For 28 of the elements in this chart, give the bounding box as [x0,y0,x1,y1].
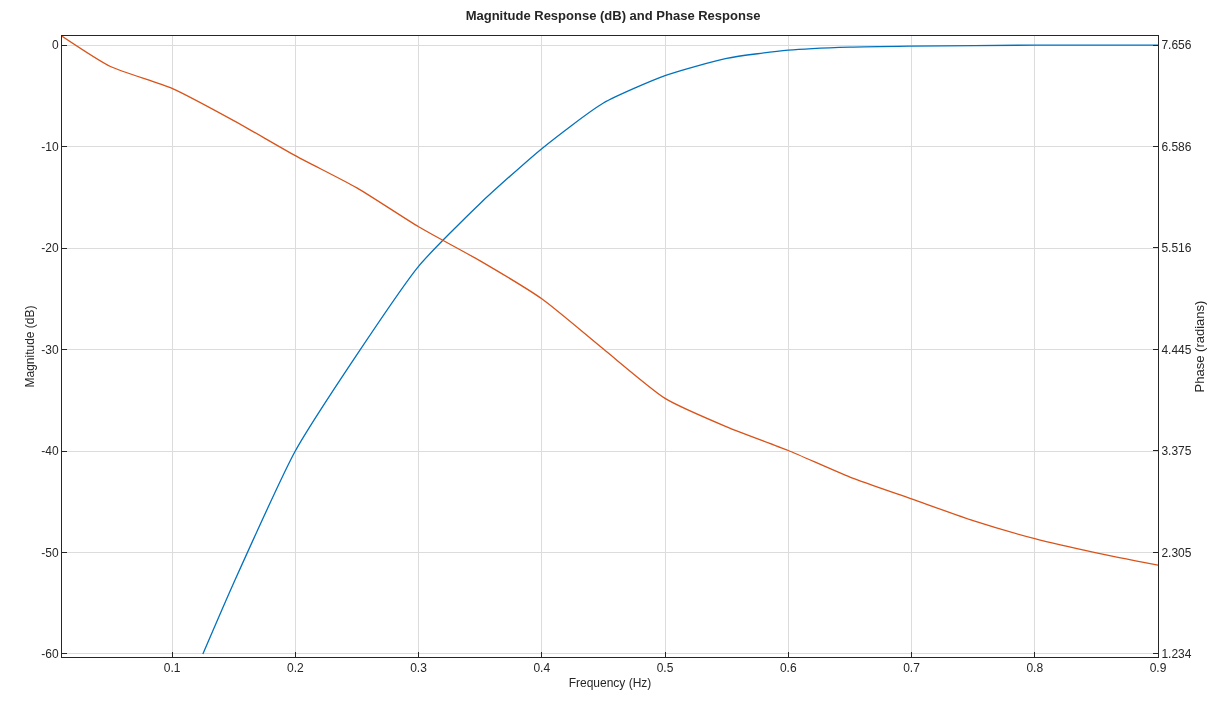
y-tick-label: -30 [41,342,59,357]
y-tick-label: -20 [41,241,59,256]
x-tick-label: 0.1 [163,661,181,676]
x-tick-label: 0.8 [1026,661,1044,676]
y-tick-label: -60 [41,647,59,662]
x-tick-label: 0.4 [533,661,551,676]
y2-tick-label: 4.445 [1161,342,1192,357]
y-tick-label: 0 [51,38,59,53]
x-tick-label: 0.6 [779,661,797,676]
x-tick-label: 0.3 [410,661,428,676]
chart-title: Magnitude Response (dB) and Phase Response [465,7,761,23]
y-tick-label: -10 [41,139,59,154]
x-tick-label: 0.7 [903,661,921,676]
y2-tick-label: 3.375 [1161,444,1192,459]
x-tick-label: 0.2 [286,661,304,676]
line-series [62,36,1158,566]
x-axis-title: Frequency (Hz) [568,676,652,691]
y2-tick-label: 6.586 [1161,139,1192,154]
x-tick-label: 0.5 [656,661,674,676]
y-axis-title: Magnitude (dB) [22,305,37,388]
x-tick-label: 0.9 [1149,661,1167,676]
y2-tick-label: 1.234 [1161,647,1192,662]
y-tick-label: -50 [41,545,59,560]
y2-tick-label: 7.656 [1161,38,1192,53]
y2-tick-label: 2.305 [1161,545,1192,560]
y-tick-label: -40 [41,444,59,459]
y2-axis-title: Phase (radians) [1192,300,1208,393]
y2-tick-label: 5.516 [1161,241,1192,256]
